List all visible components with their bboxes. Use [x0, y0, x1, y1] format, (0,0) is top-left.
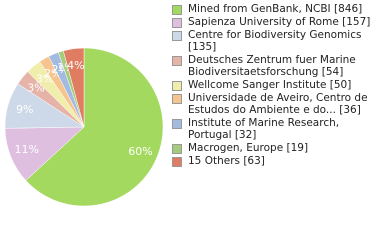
pie-slice [63, 47, 85, 128]
slice-label: 11% [15, 143, 39, 156]
legend-swatch [172, 144, 182, 154]
legend-item: Centre for Biodiversity Genomics [135] [172, 29, 378, 53]
legend-label: Sapienza University of Rome [157] [188, 16, 371, 28]
legend-swatch [172, 81, 182, 91]
legend-label: Wellcome Sanger Institute [50] [188, 79, 352, 91]
slice-label: 4% [67, 59, 84, 72]
legend-swatch [172, 56, 182, 66]
legend-item: 15 Others [63] [172, 155, 378, 167]
legend: Mined from GenBank, NCBI [846] Sapienza U… [172, 3, 378, 167]
slice-label: 9% [16, 103, 33, 116]
legend-label: Centre for Biodiversity Genomics [135] [188, 29, 362, 53]
legend-label: 15 Others [63] [188, 155, 265, 167]
legend-item: Sapienza University of Rome [157] [172, 16, 378, 28]
legend-swatch [172, 94, 182, 104]
legend-item: Universidade de Aveiro, Centro de Estudo… [172, 92, 378, 116]
pie-slice [25, 47, 164, 207]
legend-label: Institute of Marine Research, Portugal [… [188, 117, 340, 141]
legend-label: Macrogen, Europe [19] [188, 142, 309, 154]
slice-label: 3% [27, 81, 44, 94]
slice-label: 3% [36, 73, 53, 86]
legend-swatch [172, 157, 182, 167]
legend-item: Institute of Marine Research, Portugal [… [172, 117, 378, 141]
legend-swatch [172, 18, 182, 28]
slice-label: 60% [128, 145, 152, 158]
legend-swatch [172, 119, 182, 129]
legend-label: Universidade de Aveiro, Centro de Estudo… [188, 92, 368, 116]
legend-swatch [172, 31, 182, 41]
legend-item: Wellcome Sanger Institute [50] [172, 79, 378, 91]
legend-item: Deutsches Zentrum fuer Marine Biodiversi… [172, 54, 378, 78]
legend-item: Macrogen, Europe [19] [172, 142, 378, 154]
legend-label: Mined from GenBank, NCBI [846] [188, 3, 363, 15]
legend-label: Deutsches Zentrum fuer Marine Biodiversi… [188, 54, 356, 78]
pie-chart: 60%11%9%3%3%2%2%1%4% [4, 47, 164, 207]
legend-item: Mined from GenBank, NCBI [846] [172, 3, 378, 15]
legend-swatch [172, 5, 182, 15]
